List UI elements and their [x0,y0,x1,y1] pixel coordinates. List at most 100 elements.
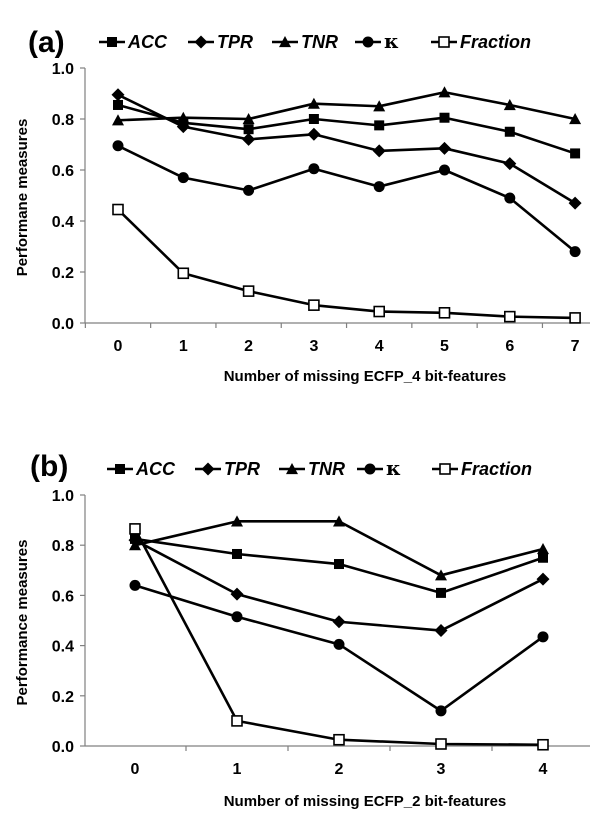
y-tick-label: 0.4 [52,214,74,231]
series-tnr [112,86,582,126]
series-fraction [112,203,581,324]
data-point [568,196,582,210]
data-point [333,515,345,527]
data-point [537,631,549,643]
x-tick-label: 3 [309,338,318,355]
series-tnr [129,515,549,581]
data-point [569,312,581,324]
data-point [537,738,549,751]
x-tick-label: 0 [114,338,123,355]
data-point [333,733,345,746]
data-point [307,97,320,109]
legend-marker [286,463,298,475]
legend-marker [194,35,208,49]
data-point [435,705,447,717]
data-point [372,144,386,158]
panel-label: (a) [28,26,65,59]
legend-label: TNR [308,459,345,479]
data-point [177,267,190,280]
data-point [242,285,255,297]
data-point [439,164,450,176]
legend-marker [201,462,215,476]
data-point [537,542,549,555]
series-tpr [111,88,582,210]
panel-label: (b) [30,450,68,483]
x-tick-label: 0 [131,761,140,778]
data-point [436,587,446,598]
y-axis-label: Performance measures [14,540,31,706]
y-axis-label: Performane measures [14,119,31,277]
x-tick-label: 6 [505,338,514,355]
y-tick-label: 0.6 [52,588,74,605]
data-point [232,548,242,559]
data-point [177,111,190,123]
legend-marker [439,463,451,475]
data-point [111,88,125,102]
x-tick-label: 2 [335,761,344,778]
data-point [373,305,386,318]
x-tick-label: 5 [440,338,449,355]
series-line [117,90,576,122]
data-point [538,552,548,563]
series-kappa [129,579,549,717]
data-point [308,163,320,175]
legend-marker [364,463,376,475]
series-kappa [112,140,581,258]
legend-label: ACC [127,32,168,52]
series-fraction [129,523,549,751]
data-point [504,126,515,137]
data-point [243,184,255,196]
series-acc [130,533,548,598]
x-tick-label: 2 [244,338,253,355]
series-line [117,144,576,253]
data-point [231,611,243,623]
legend-marker [115,464,125,474]
data-point [438,306,451,319]
legend-label: TPR [217,32,253,52]
data-point [176,120,190,134]
data-point [373,100,386,112]
data-point [129,539,141,551]
series-line [117,208,576,320]
y-tick-label: 0.0 [52,739,74,756]
data-point [308,114,319,124]
series-line [117,93,576,205]
x-tick-label: 1 [179,338,188,355]
data-point [503,310,516,323]
legend-marker [279,36,291,48]
data-point [112,203,124,216]
data-point [231,515,243,527]
x-tick-label: 4 [375,338,384,355]
legend-label: Fraction [461,459,532,479]
data-point [570,148,581,159]
x-axis-label: Number of missing ECFP_4 bit-features [224,368,507,385]
legend-label: κ [386,456,401,480]
data-point [569,113,582,125]
data-point [374,120,385,131]
data-point [503,98,516,111]
y-tick-label: 0.8 [52,112,74,129]
x-tick-label: 3 [437,761,446,778]
data-point [242,132,256,146]
data-point [438,86,451,98]
data-point [112,114,124,126]
legend-label: ACC [135,459,176,479]
y-tick-label: 0.4 [52,639,74,656]
y-tick-label: 1.0 [52,488,74,505]
series-tpr [128,533,550,638]
legend-marker [438,36,450,48]
data-point [112,140,124,152]
data-point [231,715,243,727]
x-tick-label: 1 [233,761,242,778]
data-point [439,112,450,123]
data-point [435,569,447,581]
legend-marker [362,36,374,48]
y-tick-label: 1.0 [52,61,74,78]
y-tick-label: 0.8 [52,538,74,555]
data-point [503,157,517,171]
data-point [435,738,447,750]
x-tick-label: 7 [571,338,580,355]
data-point [332,615,346,629]
x-tick-label: 4 [539,761,548,778]
